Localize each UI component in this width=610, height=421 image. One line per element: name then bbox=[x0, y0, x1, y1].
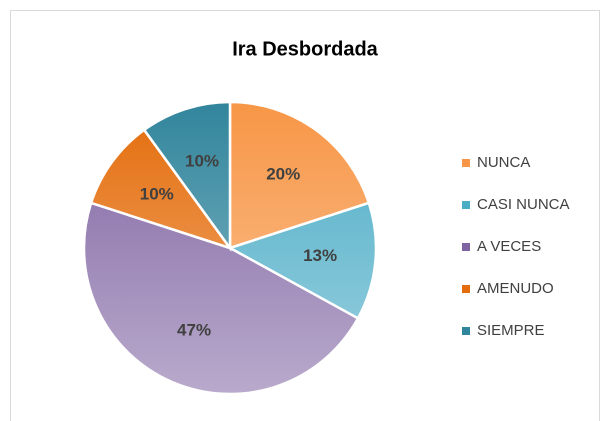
pie-slice bbox=[142, 100, 232, 252]
data-label: 13% bbox=[303, 246, 337, 265]
chart-title: Ira Desbordada bbox=[232, 38, 378, 60]
legend-marker bbox=[462, 285, 470, 293]
legend-label: CASI NUNCA bbox=[477, 196, 570, 213]
pie-slice bbox=[226, 201, 378, 321]
pie-slice bbox=[228, 100, 371, 250]
legend-label: NUNCA bbox=[477, 154, 530, 171]
legend-marker bbox=[462, 243, 470, 251]
data-label: 10% bbox=[140, 184, 174, 203]
data-label: 20% bbox=[266, 164, 300, 183]
legend-label: AMENUDO bbox=[477, 280, 554, 297]
legend-label: A VECES bbox=[477, 238, 541, 255]
data-label: 10% bbox=[185, 151, 219, 170]
data-label: 47% bbox=[177, 321, 211, 340]
legend-marker bbox=[462, 327, 470, 335]
pie-slice bbox=[82, 201, 360, 396]
legend-marker bbox=[462, 159, 470, 167]
pie-slice bbox=[89, 128, 234, 251]
legend-label: SIEMPRE bbox=[477, 322, 545, 339]
legend-marker bbox=[462, 201, 470, 209]
